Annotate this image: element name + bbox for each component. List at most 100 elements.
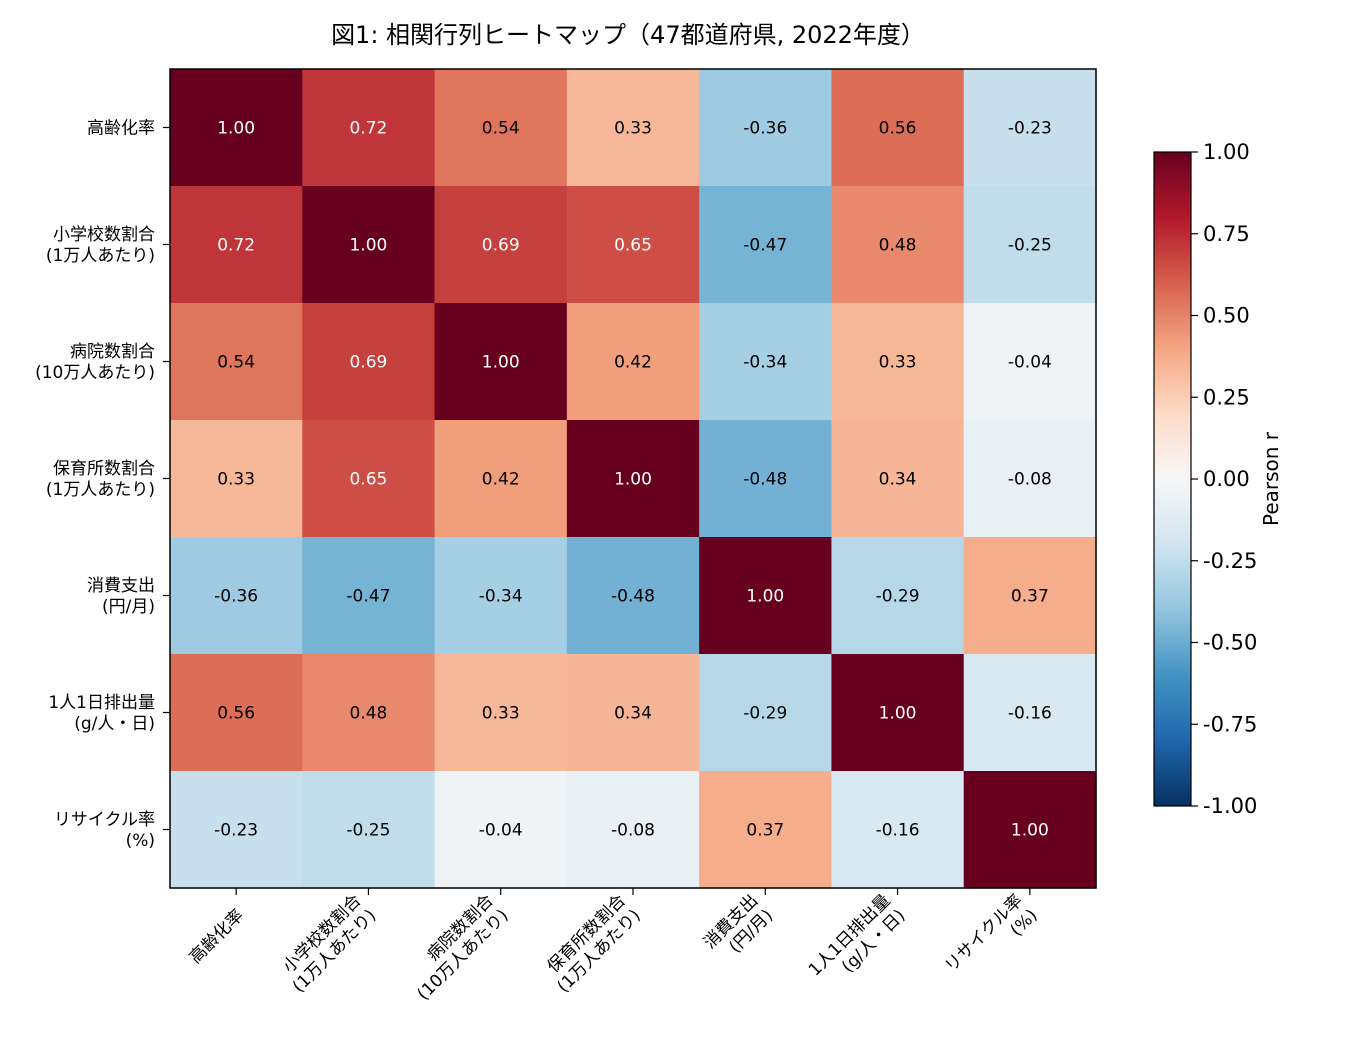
cell-value-label: -0.04: [479, 821, 523, 841]
heatmap-cell: [566, 771, 700, 889]
y-tick-label: (1万人あたり): [46, 246, 155, 266]
y-tick-label: (円/月): [102, 597, 155, 617]
y-tick-label: 保育所数割合: [53, 459, 155, 479]
colorbar-tick-label: -1.00: [1203, 794, 1257, 818]
cell-value-label: 0.33: [879, 353, 917, 373]
x-tick-label-group: 高齢化率: [186, 906, 248, 968]
heatmap-cell: [831, 69, 965, 187]
cell-value-label: -0.04: [1008, 353, 1052, 373]
cell-value-label: 0.42: [482, 470, 520, 490]
cell-value-label: -0.47: [346, 587, 390, 607]
cell-value-label: 0.54: [217, 353, 255, 373]
heatmap-cell: [963, 420, 1097, 538]
y-tick-label: 1人1日排出量: [48, 693, 155, 713]
heatmap-cell: [170, 69, 303, 187]
heatmap-cell: [699, 69, 833, 187]
cell-value-label: -0.29: [743, 704, 787, 724]
cell-value-label: 0.34: [879, 470, 917, 490]
y-tick-label: 小学校数割合: [53, 225, 155, 245]
heatmap-cell: [302, 654, 436, 772]
heatmap-cell: [302, 69, 436, 187]
colorbar-tick-label: 0.25: [1203, 385, 1250, 409]
colorbar-tick-label: 0.75: [1203, 222, 1250, 246]
x-axis: 高齢化率 小学校数割合(1万人あたり) 病院数割合(10万人あたり) 保育所数割合(1…: [186, 888, 1042, 1005]
cell-value-label: -0.23: [1008, 119, 1052, 139]
heatmap-cell: [963, 537, 1097, 655]
heatmap-cell: [302, 186, 436, 304]
heatmap-cell: [566, 420, 700, 538]
cell-value-label: 0.72: [349, 119, 387, 139]
heatmap-cell: [170, 771, 303, 889]
heatmap-cell: [699, 771, 833, 889]
x-tick-label-group: 小学校数割合(1万人あたり): [279, 891, 380, 997]
heatmap-cell: [170, 303, 303, 421]
cell-value-label: 0.33: [217, 470, 255, 490]
cell-value-label: -0.36: [743, 119, 787, 139]
colorbar-tick-label: 1.00: [1203, 140, 1250, 164]
heatmap-cell-labels: 1.00 0.72 0.54 0.33 -0.36 0.56 -0.23 0.72 1.00 0.…: [214, 119, 1052, 841]
heatmap-cell: [831, 420, 965, 538]
x-tick-label-group: 消費支出(円/月): [700, 891, 777, 957]
x-tick-label: 高齢化率: [186, 906, 248, 968]
x-tick-label-group: リサイクル率(%): [941, 891, 1042, 977]
cell-value-label: -0.08: [1008, 470, 1052, 490]
colorbar: 1.00 0.75 0.50 0.25 0.00 -0.25 -0.50 -0.75 -1.00…: [1153, 140, 1283, 818]
cell-value-label: 1.00: [879, 704, 917, 724]
cell-value-label: 0.56: [217, 704, 255, 724]
cell-value-label: -0.23: [214, 821, 258, 841]
cell-value-label: -0.29: [876, 587, 920, 607]
colorbar-tick-label: -0.25: [1203, 549, 1257, 573]
heatmap-cell: [566, 69, 700, 187]
colorbar-ticks: 1.00 0.75 0.50 0.25 0.00 -0.25 -0.50 -0.75 -1.00: [1191, 140, 1257, 818]
heatmap-cell: [170, 537, 303, 655]
cell-value-label: 0.37: [746, 821, 784, 841]
y-tick-label: (%): [126, 831, 155, 851]
cell-value-label: -0.48: [743, 470, 787, 490]
y-tick-label: (1万人あたり): [46, 480, 155, 500]
heatmap-cell: [699, 303, 833, 421]
y-tick-label: 病院数割合: [70, 342, 155, 362]
heatmap-cell: [566, 654, 700, 772]
cell-value-label: 1.00: [1011, 821, 1049, 841]
colorbar-tick-label: -0.75: [1203, 712, 1257, 736]
heatmap-cell: [963, 771, 1097, 889]
cell-value-label: 0.48: [349, 704, 387, 724]
cell-value-label: -0.34: [479, 587, 523, 607]
colorbar-tick-label: 0.50: [1203, 304, 1250, 328]
heatmap-cell: [963, 654, 1097, 772]
y-axis: 高齢化率小学校数割合(1万人あたり)病院数割合(10万人あたり)保育所数割合(1…: [35, 119, 170, 851]
cell-value-label: 0.34: [614, 704, 652, 724]
cell-value-label: -0.48: [611, 587, 655, 607]
cell-value-label: 0.54: [482, 119, 520, 139]
y-tick-label: 高齢化率: [87, 119, 155, 139]
heatmap-cell: [170, 420, 303, 538]
heatmap-cell: [302, 537, 436, 655]
cell-value-label: -0.36: [214, 587, 258, 607]
cell-value-label: 0.56: [879, 119, 917, 139]
heatmap-cell: [831, 303, 965, 421]
x-tick-label-group: 病院数割合(10万人あたり): [414, 891, 513, 1005]
y-tick-label: 消費支出: [87, 576, 155, 596]
cell-value-label: 0.65: [349, 470, 387, 490]
cell-value-label: -0.47: [743, 236, 787, 256]
heatmap-cell: [831, 186, 965, 304]
cell-value-label: -0.16: [876, 821, 920, 841]
cell-value-label: -0.25: [1008, 236, 1052, 256]
cell-value-label: -0.08: [611, 821, 655, 841]
heatmap-cell: [434, 771, 568, 889]
x-tick-label-group: 保育所数割合(1万人あたり): [544, 891, 645, 997]
cell-value-label: 0.37: [1011, 587, 1049, 607]
colorbar-tick-label: -0.50: [1203, 631, 1257, 655]
heatmap-cell: [963, 186, 1097, 304]
heatmap-cell: [434, 186, 568, 304]
chart-title: 図1: 相関行列ヒートマップ（47都道府県, 2022年度）: [331, 21, 925, 49]
cell-value-label: 1.00: [482, 353, 520, 373]
cell-value-label: -0.25: [346, 821, 390, 841]
heatmap-cell: [302, 303, 436, 421]
heatmap-cell: [170, 186, 303, 304]
cell-value-label: 1.00: [217, 119, 255, 139]
cell-value-label: -0.34: [743, 353, 787, 373]
cell-value-label: 0.72: [217, 236, 255, 256]
heatmap-cell: [699, 654, 833, 772]
colorbar-label: Pearson r: [1259, 431, 1283, 526]
